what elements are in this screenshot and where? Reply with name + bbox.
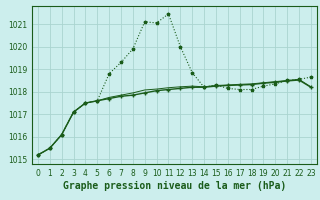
X-axis label: Graphe pression niveau de la mer (hPa): Graphe pression niveau de la mer (hPa)	[63, 181, 286, 191]
